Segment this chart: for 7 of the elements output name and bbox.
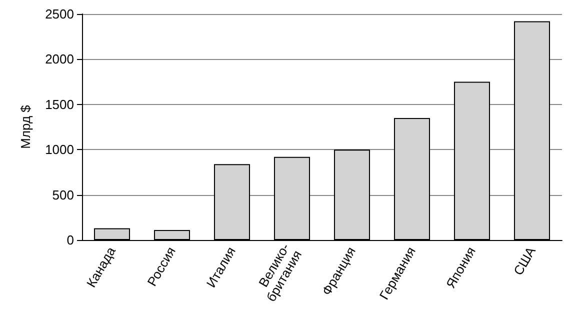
y-tick-label: 1000 [45, 142, 74, 158]
y-axis-title: Млрд $ [18, 104, 33, 149]
y-tick-label: 0 [66, 232, 74, 248]
y-tick-label: 2500 [45, 6, 74, 22]
y-tick-label: 1500 [45, 96, 74, 112]
y-tick-label: 500 [52, 187, 74, 202]
y-tick-label: 2000 [45, 52, 74, 67]
